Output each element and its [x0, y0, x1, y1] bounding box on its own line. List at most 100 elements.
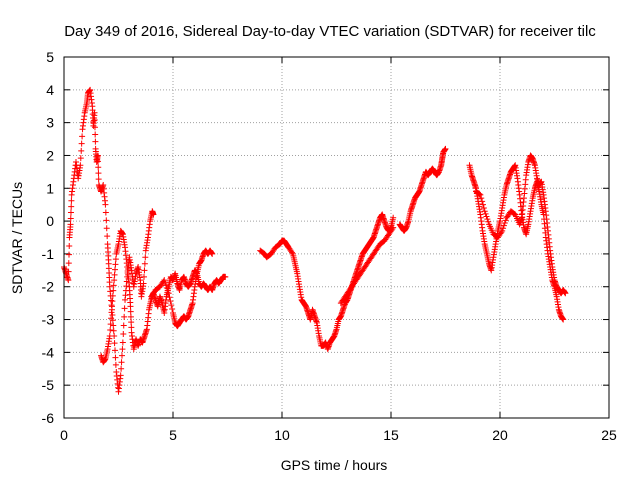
data-point — [141, 260, 148, 267]
data-point — [119, 339, 126, 346]
x-tick-label: 5 — [169, 427, 177, 443]
data-point — [502, 217, 509, 224]
data-point — [163, 285, 170, 292]
data-point — [65, 268, 72, 275]
data-point — [120, 330, 127, 337]
data-point — [92, 131, 99, 138]
data-point — [482, 210, 489, 217]
x-tick-label: 25 — [601, 427, 617, 443]
data-point — [95, 164, 102, 171]
data-point — [110, 287, 117, 294]
data-point — [102, 201, 109, 208]
data-point — [67, 221, 74, 228]
data-point — [91, 117, 98, 124]
data-point — [65, 260, 72, 267]
data-point — [66, 243, 73, 250]
x-axis-label: GPS time / hours — [281, 457, 388, 473]
y-tick-label: 2 — [46, 147, 54, 163]
data-point — [477, 191, 484, 198]
data-point — [141, 273, 148, 280]
data-point — [127, 313, 134, 320]
data-point — [112, 266, 119, 273]
data-point — [121, 313, 128, 320]
data-point — [102, 209, 109, 216]
data-point — [483, 213, 490, 220]
data-point — [479, 201, 486, 208]
data-point — [562, 290, 569, 297]
data-point — [112, 256, 119, 263]
y-tick-label: -2 — [42, 279, 55, 295]
data-point — [209, 250, 216, 257]
data-point — [78, 147, 85, 154]
data-point — [67, 209, 74, 216]
data-point — [92, 138, 99, 145]
data-point — [166, 294, 173, 301]
data-point — [103, 225, 110, 232]
data-point — [94, 152, 101, 159]
data-point — [119, 346, 126, 353]
x-tick-label: 15 — [383, 427, 399, 443]
chart-title: Day 349 of 2016, Sidereal Day-to-day VTE… — [64, 23, 596, 40]
y-tick-label: -4 — [42, 344, 55, 360]
data-point — [117, 372, 124, 379]
data-point — [112, 354, 119, 361]
y-axis-label: SDTVAR / TECUs — [9, 182, 25, 294]
data-point — [127, 303, 134, 310]
plot-frame — [63, 56, 610, 419]
data-point — [500, 225, 507, 232]
data-point — [479, 198, 486, 205]
data-point — [77, 155, 84, 162]
data-point — [95, 170, 102, 177]
data-point — [68, 203, 75, 210]
data-point — [66, 251, 73, 258]
data-point — [478, 195, 485, 202]
data-point — [169, 306, 176, 313]
y-tick-label: -5 — [42, 377, 55, 393]
data-point — [118, 365, 125, 372]
data-point — [501, 220, 508, 227]
data-point — [120, 322, 127, 329]
data-point — [560, 316, 567, 323]
data-point — [111, 340, 118, 347]
data-point — [103, 217, 110, 224]
data-point — [164, 287, 171, 294]
data-point — [95, 176, 102, 183]
data-point — [500, 222, 507, 229]
data-point — [108, 309, 115, 316]
y-tick-label: -6 — [42, 410, 55, 426]
data-point — [442, 145, 449, 152]
data-point — [109, 298, 116, 305]
y-tick-label: -3 — [42, 312, 55, 328]
data-point — [161, 277, 168, 284]
data-point — [65, 277, 72, 284]
x-tick-label: 10 — [274, 427, 290, 443]
data-point — [168, 302, 175, 309]
data-point — [390, 224, 397, 231]
data-point — [106, 332, 113, 339]
data-point — [77, 162, 84, 169]
data-point — [165, 290, 172, 297]
y-tick-label: 5 — [46, 49, 54, 65]
data-point — [141, 267, 148, 274]
data-point — [128, 324, 135, 331]
data-point — [390, 214, 397, 221]
data-point — [484, 216, 491, 223]
data-point — [150, 211, 157, 218]
data-point — [91, 124, 98, 131]
data-point — [142, 254, 149, 261]
data-point — [498, 229, 505, 236]
data-point — [127, 308, 134, 315]
data-point — [476, 191, 483, 198]
data-point — [68, 197, 75, 204]
data-point — [104, 233, 111, 240]
data-point — [108, 303, 115, 310]
data-point — [79, 133, 86, 140]
data-point — [109, 311, 116, 318]
data-point — [78, 140, 85, 147]
data-point — [110, 322, 117, 329]
data-point — [222, 273, 229, 280]
grid — [64, 57, 609, 418]
